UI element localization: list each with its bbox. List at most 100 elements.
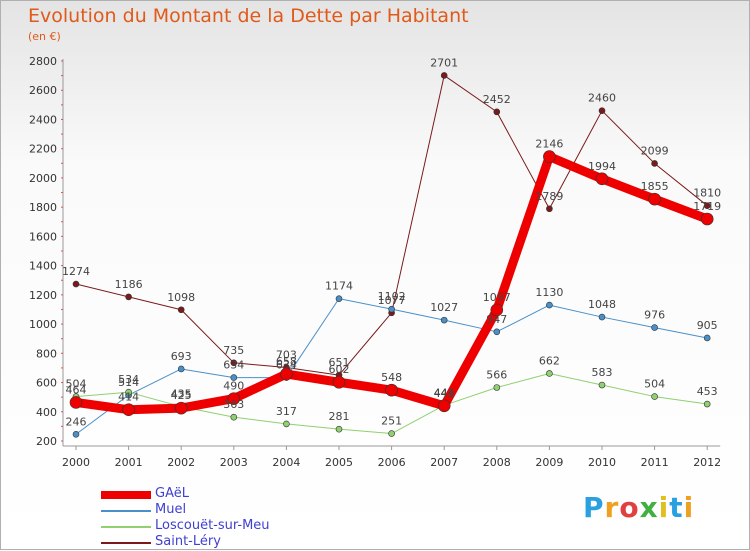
logo-letter: o	[619, 491, 640, 524]
data-label-loscou-t-sur-meu: 363	[223, 398, 244, 411]
data-label-ga-l: 441	[434, 387, 455, 400]
logo-letter: r	[604, 491, 620, 524]
data-point-saint-l-ry	[72, 280, 80, 288]
data-point-ga-l	[648, 192, 661, 206]
data-point-ga-l	[280, 367, 293, 381]
chart-subtitle: (en €)	[28, 30, 61, 43]
data-label-muel: 693	[171, 350, 192, 363]
data-label-loscou-t-sur-meu: 566	[486, 369, 507, 382]
data-point-muel	[598, 313, 606, 321]
data-point-loscou-t-sur-meu	[651, 393, 658, 400]
data-label-saint-l-ry: 2099	[641, 144, 669, 157]
legend-swatch	[101, 542, 151, 544]
chart-title: Evolution du Montant de la Dette par Hab…	[28, 5, 469, 27]
data-label-ga-l: 490	[223, 380, 244, 393]
data-label-muel: 1027	[430, 301, 458, 314]
data-point-loscou-t-sur-meu	[598, 381, 606, 389]
data-point-muel	[335, 295, 343, 302]
data-point-muel	[388, 305, 395, 313]
x-tick-label: 2001	[115, 456, 143, 469]
y-tick-label: 400	[36, 406, 57, 419]
data-label-muel: 1174	[325, 280, 353, 293]
x-tick-label: 2008	[483, 456, 511, 469]
data-label-ga-l: 414	[118, 391, 139, 404]
data-label-ga-l: 464	[66, 383, 87, 396]
data-point-muel	[177, 365, 185, 373]
data-point-muel	[230, 374, 238, 381]
data-label-loscou-t-sur-meu: 662	[539, 354, 560, 367]
data-label-ga-l: 1994	[588, 160, 616, 173]
legend-swatch	[101, 491, 151, 499]
data-point-loscou-t-sur-meu	[546, 370, 553, 377]
x-tick-label: 2005	[325, 456, 353, 469]
data-point-saint-l-ry	[177, 306, 185, 314]
data-point-loscou-t-sur-meu	[703, 400, 711, 408]
data-point-muel	[440, 316, 448, 324]
data-point-muel	[546, 301, 553, 309]
legend: GAëL Muel Loscouët-sur-Meu Saint-Léry	[101, 486, 361, 551]
data-label-ga-l: 1855	[641, 180, 669, 193]
y-tick-label: 1000	[29, 318, 57, 331]
legend-swatch	[101, 526, 151, 528]
data-label-saint-l-ry: 1789	[535, 190, 563, 203]
data-point-ga-l	[437, 399, 451, 413]
legend-label: GAëL	[155, 486, 189, 501]
legend-item: Muel	[101, 502, 361, 519]
data-label-ga-l: 2146	[535, 138, 563, 151]
data-point-muel	[72, 430, 80, 438]
data-point-saint-l-ry	[546, 205, 553, 213]
data-point-muel	[651, 324, 658, 331]
y-tick-label: 2400	[29, 113, 57, 126]
y-tick-label: 2000	[29, 172, 57, 185]
data-label-ga-l: 425	[171, 389, 192, 402]
data-label-muel: 976	[644, 309, 665, 322]
logo-letter: P	[583, 491, 605, 524]
y-tick-label: 1600	[29, 230, 57, 243]
y-tick-label: 1800	[29, 201, 57, 214]
data-label-loscou-t-sur-meu: 504	[644, 378, 665, 391]
data-label-ga-l: 1719	[693, 200, 721, 213]
x-tick-label: 2004	[272, 456, 300, 469]
y-tick-label: 600	[36, 377, 57, 390]
x-tick-label: 2012	[693, 456, 721, 469]
logo-letter: i	[683, 491, 695, 524]
data-label-ga-l: 1097	[483, 291, 511, 304]
data-label-loscou-t-sur-meu: 583	[592, 366, 613, 379]
logo-letter: i	[658, 491, 670, 524]
data-label-ga-l: 658	[276, 355, 297, 368]
data-point-ga-l	[174, 401, 188, 415]
data-point-ga-l	[385, 383, 398, 397]
data-label-ga-l: 548	[381, 371, 402, 384]
y-tick-label: 200	[36, 435, 57, 448]
data-point-ga-l	[69, 396, 83, 409]
x-tick-label: 2011	[641, 456, 669, 469]
data-point-saint-l-ry	[440, 72, 448, 79]
proxiti-logo: Proxiti	[583, 491, 694, 524]
data-label-muel: 514	[118, 376, 139, 389]
data-label-saint-l-ry: 1098	[167, 291, 195, 304]
data-point-ga-l	[595, 172, 609, 186]
data-label-loscou-t-sur-meu: 534	[118, 373, 139, 386]
data-label-saint-l-ry: 735	[223, 344, 244, 357]
legend-item: GAëL	[101, 486, 361, 503]
data-point-ga-l	[122, 403, 135, 417]
data-point-ga-l	[543, 150, 556, 163]
data-label-ga-l: 602	[329, 363, 350, 376]
x-tick-label: 2003	[220, 456, 248, 469]
data-label-loscou-t-sur-meu: 444	[434, 386, 455, 399]
data-point-saint-l-ry	[651, 160, 658, 167]
data-point-loscou-t-sur-meu	[335, 425, 343, 433]
data-label-loscou-t-sur-meu: 251	[381, 415, 402, 428]
data-point-ga-l	[332, 375, 346, 389]
legend-swatch	[101, 510, 151, 512]
data-label-muel: 1102	[378, 290, 406, 303]
data-label-muel: 1048	[588, 298, 616, 311]
data-point-muel	[493, 328, 501, 336]
data-point-saint-l-ry	[598, 107, 606, 114]
data-point-loscou-t-sur-meu	[283, 420, 290, 428]
data-label-saint-l-ry: 1810	[693, 187, 721, 200]
data-label-muel: 947	[486, 313, 507, 326]
data-label-saint-l-ry: 703	[276, 348, 297, 361]
legend-label: Saint-Léry	[155, 534, 221, 549]
